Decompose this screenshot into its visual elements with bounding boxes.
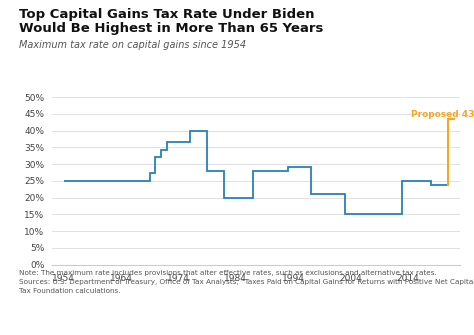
Text: Top Capital Gains Tax Rate Under Biden: Top Capital Gains Tax Rate Under Biden bbox=[19, 8, 314, 21]
Text: Maximum tax rate on capital gains since 1954: Maximum tax rate on capital gains since … bbox=[19, 40, 246, 50]
Text: Tax Foundation calculations.: Tax Foundation calculations. bbox=[19, 288, 120, 294]
Text: TAX FOUNDATION: TAX FOUNDATION bbox=[12, 318, 116, 327]
Text: Proposed 43.4%: Proposed 43.4% bbox=[411, 110, 474, 119]
Text: Note: The maximum rate includes provisions that alter effective rates, such as e: Note: The maximum rate includes provisio… bbox=[19, 270, 437, 276]
Text: Sources: U.S. Department of Treasury, Office of Tax Analysts, “Taxes Paid on Cap: Sources: U.S. Department of Treasury, Of… bbox=[19, 279, 474, 285]
Text: @TaxFoundation: @TaxFoundation bbox=[388, 318, 462, 327]
Text: Would Be Highest in More Than 65 Years: Would Be Highest in More Than 65 Years bbox=[19, 22, 323, 35]
